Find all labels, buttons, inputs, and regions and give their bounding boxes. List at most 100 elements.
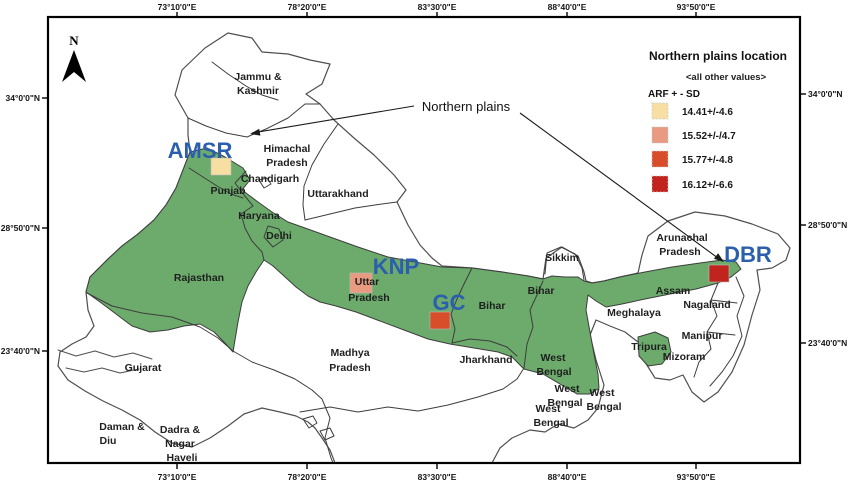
legend-label-1: 14.41+/-4.6 — [682, 107, 733, 118]
north-arrow-icon — [62, 50, 86, 82]
dadra-boundary — [319, 427, 335, 441]
label-delhi: Delhi — [266, 230, 292, 242]
axis-top: 73°10'0"E 78°20'0"E 83°30'0"E 88°40'0"E … — [158, 2, 716, 17]
amsr-station-label: AMSR — [168, 138, 233, 163]
tick-label-right: 28°50'0"N — [808, 220, 847, 230]
leader-line-east — [519, 112, 723, 262]
state-border-gujarat-east — [321, 398, 334, 462]
knp-station-label: KNP — [373, 254, 419, 279]
tick-label-top: 93°50'0"E — [677, 2, 716, 12]
india-outline — [57, 32, 791, 462]
label-west-bengal: Bengal — [586, 401, 621, 413]
legend-label-2: 15.52+/-/4.7 — [682, 131, 736, 142]
label-west-bengal: Bengal — [547, 397, 582, 409]
state-border-up-bihar — [450, 267, 473, 344]
state-border-bihar-jharkhand — [451, 338, 518, 357]
label-himachal: Pradesh — [266, 157, 307, 169]
legend-label-4: 16.12+/-6.6 — [682, 180, 733, 191]
map-frame — [46, 15, 802, 465]
legend-swatch-1 — [651, 102, 669, 120]
tick-label-bottom: 73°10'0"E — [158, 472, 197, 482]
label-uttarakhand: Uttarakhand — [307, 188, 368, 200]
state-border-gujarat-rajasthan — [86, 292, 234, 352]
delhi-boundary — [263, 225, 284, 248]
state-border-jk-internal — [211, 61, 279, 101]
label-daman-diu: Daman & — [99, 421, 145, 433]
label-uttar-pradesh: Pradesh — [348, 292, 389, 304]
label-sikkim: Sikkim — [545, 252, 579, 264]
legend-title: Northern plains location — [649, 49, 787, 63]
legend: Northern plains location <all other valu… — [648, 49, 787, 193]
tick-label-bottom: 88°40'0"E — [548, 472, 587, 482]
legend-swatch-3 — [651, 150, 669, 168]
legend-item: 15.52+/-/4.7 — [651, 126, 736, 144]
leader-line-west — [251, 105, 415, 134]
state-border-uk-up — [304, 201, 398, 221]
label-bihar: Bihar — [528, 285, 555, 297]
tick-label-left: 34°0'0"N — [6, 93, 41, 103]
tripura-region — [637, 331, 672, 367]
dbr-station-label: DBR — [724, 242, 772, 267]
label-jammu-kashmir: Jammu & — [234, 71, 282, 83]
label-west-bengal: West — [590, 387, 615, 399]
tick-label-left: 28°50'0"N — [1, 223, 40, 233]
dbr-marker — [708, 264, 730, 283]
label-tripura: Tripura — [631, 341, 667, 353]
state-border-manipur-bottom — [706, 331, 736, 336]
label-arunachal: Arunachal — [656, 232, 707, 244]
label-jammu-kashmir: Kashmir — [237, 85, 279, 97]
kutch-coastline-1 — [57, 349, 153, 360]
axis-right: 34°0'0"N 28°50'0"N 23°40'0"N — [800, 89, 847, 348]
label-madhya-pradesh: Madhya — [330, 347, 369, 359]
axis-bottom: 73°10'0"E 78°20'0"E 83°30'0"E 88°40'0"E … — [158, 463, 716, 482]
amsr-marker — [210, 157, 232, 176]
legend-item: 14.41+/-4.6 — [651, 102, 733, 120]
label-dadra: Nagar — [165, 438, 195, 450]
state-border-haryana-rajasthan — [240, 205, 265, 261]
state-border-ne-east — [709, 276, 745, 387]
label-west-bengal: West — [555, 383, 580, 395]
label-dadra: Dadra & — [160, 424, 201, 436]
label-rajasthan: Rajasthan — [174, 272, 224, 284]
north-arrow: N — [62, 33, 86, 82]
label-arunachal: Pradesh — [659, 246, 700, 258]
legend-label-3: 15.77+/-4.8 — [682, 155, 733, 166]
state-border-manipur-top — [710, 299, 738, 304]
sikkim-boundary — [544, 246, 585, 281]
state-border-gujarat-mp — [232, 350, 323, 400]
label-punjab: Punjab — [210, 185, 245, 197]
legend-field-label: ARF + - SD — [648, 89, 700, 100]
daman-boundary — [302, 415, 318, 429]
label-daman-diu: Diu — [100, 435, 117, 447]
label-manipur: Manipur — [682, 330, 723, 342]
legend-swatch-4 — [651, 175, 669, 193]
tick-label-bottom: 93°50'0"E — [677, 472, 716, 482]
tick-label-top: 78°20'0"E — [288, 2, 327, 12]
knp-marker — [349, 272, 373, 294]
state-border-bihar-wb — [523, 280, 544, 369]
label-west-bengal: West — [536, 403, 561, 415]
label-bihar: Bihar — [479, 300, 506, 312]
tick-label-right: 34°0'0"N — [808, 89, 843, 99]
label-gujarat: Gujarat — [125, 362, 162, 374]
legend-item: 16.12+/-6.6 — [651, 175, 733, 193]
gc-marker — [429, 311, 451, 330]
state-border-mp-south — [299, 367, 525, 413]
tick-label-bottom: 83°30'0"E — [418, 472, 457, 482]
legend-subtitle: <all other values> — [686, 72, 767, 83]
tick-label-bottom: 78°20'0"E — [288, 472, 327, 482]
tick-label-top: 88°40'0"E — [548, 2, 587, 12]
label-mizoram: Mizoram — [663, 351, 706, 363]
axis-left: 34°0'0"N 28°50'0"N 23°40'0"N — [1, 93, 48, 356]
label-dadra: Haveli — [167, 452, 198, 464]
label-meghalaya: Meghalaya — [607, 307, 661, 319]
label-chandigarh: Chandigarh — [241, 173, 299, 185]
northern-plains-region — [85, 147, 742, 395]
arrowhead-east — [713, 253, 724, 262]
tick-label-right: 23°40'0"N — [808, 338, 847, 348]
northern-plains-annotation: Northern plains — [422, 99, 511, 114]
state-border-punjab-rajasthan — [188, 167, 244, 199]
label-assam: Assam — [656, 285, 690, 297]
label-nagaland: Nagaland — [683, 299, 730, 311]
